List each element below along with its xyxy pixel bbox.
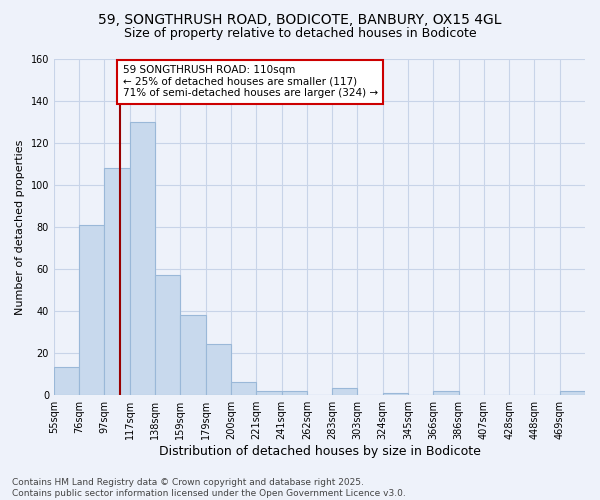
Bar [332, 388, 358, 394]
Bar [155, 275, 181, 394]
Bar [433, 390, 458, 394]
Bar [206, 344, 231, 395]
Text: Contains HM Land Registry data © Crown copyright and database right 2025.
Contai: Contains HM Land Registry data © Crown c… [12, 478, 406, 498]
Bar [130, 122, 155, 394]
Y-axis label: Number of detached properties: Number of detached properties [15, 139, 25, 314]
Text: 59, SONGTHRUSH ROAD, BODICOTE, BANBURY, OX15 4GL: 59, SONGTHRUSH ROAD, BODICOTE, BANBURY, … [98, 12, 502, 26]
Bar [560, 390, 585, 394]
Bar [181, 315, 206, 394]
X-axis label: Distribution of detached houses by size in Bodicote: Distribution of detached houses by size … [158, 444, 481, 458]
Bar [54, 368, 79, 394]
Bar [281, 390, 307, 394]
Text: Size of property relative to detached houses in Bodicote: Size of property relative to detached ho… [124, 28, 476, 40]
Bar [104, 168, 130, 394]
Bar [231, 382, 256, 394]
Bar [79, 225, 104, 394]
Bar [383, 392, 408, 394]
Bar [256, 390, 281, 394]
Text: 59 SONGTHRUSH ROAD: 110sqm
← 25% of detached houses are smaller (117)
71% of sem: 59 SONGTHRUSH ROAD: 110sqm ← 25% of deta… [122, 66, 377, 98]
